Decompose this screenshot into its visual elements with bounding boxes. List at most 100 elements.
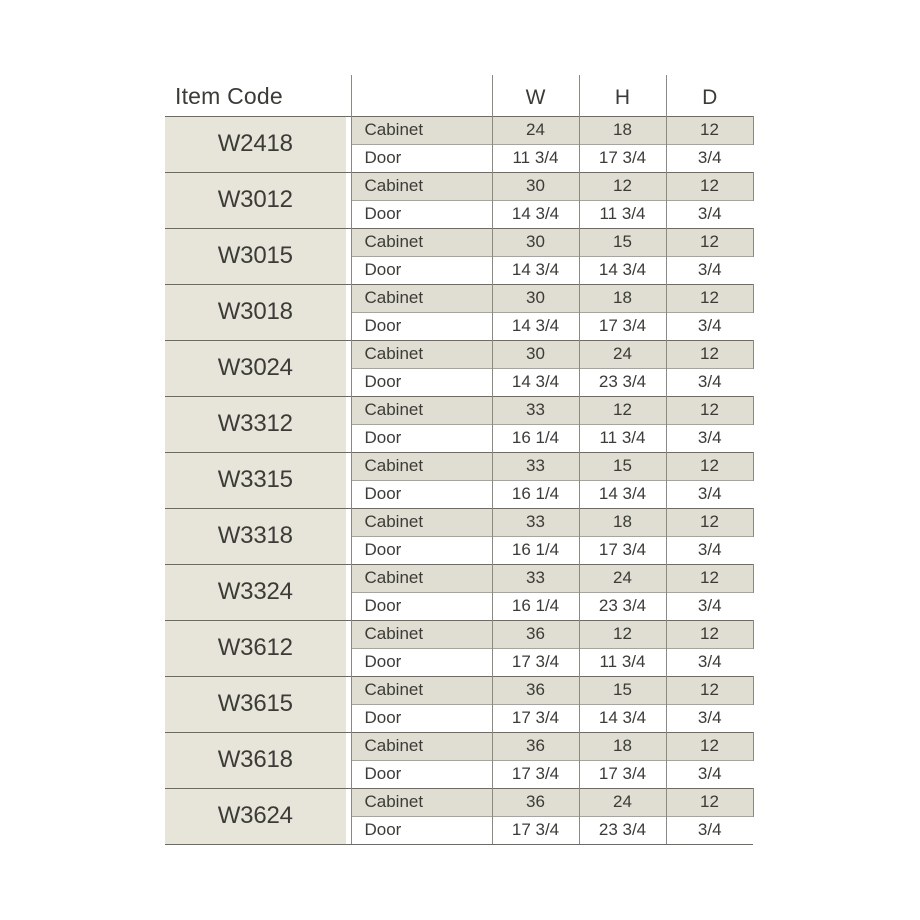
width-value-cabinet: 24 (491, 115, 579, 144)
width-value-door: 14 3/4 (491, 311, 579, 340)
row-type-label-door: Door (350, 759, 492, 788)
height-value-door: 14 3/4 (578, 479, 666, 508)
row-type-label-cabinet: Cabinet (350, 619, 492, 648)
spec-row-cabinet: W3024 Cabinet 30 24 12 (165, 339, 754, 396)
spec-table-body: W2418 Cabinet 24 18 12 Door 11 3/4 17 3/4 3/4 W30… (165, 115, 754, 845)
row-type-label-cabinet: Cabinet (350, 227, 492, 256)
row-type-label-door: Door (350, 255, 492, 284)
spec-row-door: Door 11 3/4 17 3/4 3/4 (165, 143, 753, 172)
depth-value-cabinet: 12 (665, 283, 754, 312)
height-value-cabinet: 15 (578, 451, 666, 480)
depth-value-cabinet: 12 (665, 339, 754, 368)
depth-value-door: 3/4 (665, 423, 753, 452)
width-value-cabinet: 30 (491, 339, 579, 368)
width-value-door: 14 3/4 (491, 367, 579, 396)
depth-value-door: 3/4 (665, 255, 753, 284)
spec-row-cabinet: W3612 Cabinet 36 12 12 (165, 619, 754, 676)
item-code-cell: W3024 (165, 339, 351, 396)
height-value-door: 14 3/4 (578, 703, 666, 732)
row-type-label-cabinet: Cabinet (350, 787, 492, 816)
width-value-cabinet: 36 (491, 619, 579, 648)
row-type-label-door: Door (350, 647, 492, 676)
item-code-cell: W2418 (165, 115, 351, 172)
item-code-cell: W3012 (165, 171, 351, 228)
row-type-label-door: Door (350, 311, 492, 340)
height-value-cabinet: 15 (578, 675, 666, 704)
height-value-door: 23 3/4 (578, 815, 666, 845)
spec-row-cabinet: W3624 Cabinet 36 24 12 (165, 787, 754, 845)
height-value-cabinet: 24 (578, 563, 666, 592)
width-column-header: W (491, 75, 579, 116)
spec-row-door: Door 17 3/4 14 3/4 3/4 (165, 703, 753, 732)
row-type-label-cabinet: Cabinet (350, 171, 492, 200)
depth-value-cabinet: 12 (665, 619, 754, 648)
spec-row-cabinet: W3615 Cabinet 36 15 12 (165, 675, 754, 732)
depth-column-header: D (665, 75, 753, 116)
spec-row-cabinet: W3324 Cabinet 33 24 12 (165, 563, 754, 620)
depth-value-door: 3/4 (665, 703, 753, 732)
depth-value-door: 3/4 (665, 759, 753, 788)
spec-row-door: Door 17 3/4 11 3/4 3/4 (165, 647, 753, 676)
row-type-label-cabinet: Cabinet (350, 563, 492, 592)
height-value-cabinet: 15 (578, 227, 666, 256)
width-value-door: 16 1/4 (491, 479, 579, 508)
depth-value-cabinet: 12 (665, 227, 754, 256)
spec-row-door: Door 16 1/4 23 3/4 3/4 (165, 591, 753, 620)
height-value-cabinet: 18 (578, 283, 666, 312)
item-code-cell: W3324 (165, 563, 351, 620)
spec-row-door: Door 17 3/4 17 3/4 3/4 (165, 759, 753, 788)
depth-value-door: 3/4 (665, 367, 753, 396)
height-value-door: 17 3/4 (578, 535, 666, 564)
depth-value-cabinet: 12 (665, 675, 754, 704)
width-value-cabinet: 36 (491, 731, 579, 760)
width-value-cabinet: 30 (491, 283, 579, 312)
width-value-door: 16 1/4 (491, 423, 579, 452)
spec-row-cabinet: W3315 Cabinet 33 15 12 (165, 451, 754, 508)
depth-value-door: 3/4 (665, 199, 753, 228)
spec-row-door: Door 14 3/4 23 3/4 3/4 (165, 367, 753, 396)
depth-value-cabinet: 12 (665, 507, 754, 536)
height-value-cabinet: 12 (578, 619, 666, 648)
depth-value-cabinet: 12 (665, 395, 754, 424)
height-value-cabinet: 24 (578, 787, 666, 816)
width-value-door: 17 3/4 (491, 759, 579, 788)
depth-value-cabinet: 12 (665, 451, 754, 480)
item-code-cell: W3315 (165, 451, 351, 508)
item-code-cell: W3015 (165, 227, 351, 284)
height-column-header: H (578, 75, 666, 116)
height-value-cabinet: 12 (578, 395, 666, 424)
item-code-cell: W3318 (165, 507, 351, 564)
row-type-label-cabinet: Cabinet (350, 339, 492, 368)
row-type-label-door: Door (350, 143, 492, 172)
width-value-cabinet: 33 (491, 451, 579, 480)
item-code-column-header: Item Code (175, 82, 283, 109)
cabinet-dimensions-table: Item Code W H D W2418 Cabinet 24 18 12 Door 11… (165, 75, 754, 845)
width-value-door: 17 3/4 (491, 703, 579, 732)
spec-row-cabinet: W3312 Cabinet 33 12 12 (165, 395, 754, 452)
width-value-cabinet: 30 (491, 171, 579, 200)
depth-value-door: 3/4 (665, 647, 753, 676)
width-value-door: 17 3/4 (491, 815, 579, 845)
height-value-door: 11 3/4 (578, 423, 666, 452)
item-code-cell: W3615 (165, 675, 351, 732)
spec-row-cabinet: W3318 Cabinet 33 18 12 (165, 507, 754, 564)
width-value-cabinet: 33 (491, 563, 579, 592)
item-code-cell: W3612 (165, 619, 351, 676)
height-value-door: 17 3/4 (578, 759, 666, 788)
depth-value-door: 3/4 (665, 479, 753, 508)
row-type-label-cabinet: Cabinet (350, 507, 492, 536)
width-value-door: 14 3/4 (491, 199, 579, 228)
row-type-label-cabinet: Cabinet (350, 395, 492, 424)
width-value-door: 16 1/4 (491, 535, 579, 564)
spec-row-door: Door 16 1/4 11 3/4 3/4 (165, 423, 753, 452)
height-value-cabinet: 18 (578, 507, 666, 536)
spec-row-cabinet: W3618 Cabinet 36 18 12 (165, 731, 754, 788)
row-type-label-door: Door (350, 535, 492, 564)
depth-value-cabinet: 12 (665, 563, 754, 592)
row-type-label-cabinet: Cabinet (350, 115, 492, 144)
spec-row-door: Door 17 3/4 23 3/4 3/4 (165, 815, 753, 845)
spec-row-door: Door 14 3/4 17 3/4 3/4 (165, 311, 753, 340)
height-value-door: 17 3/4 (578, 143, 666, 172)
width-value-cabinet: 36 (491, 787, 579, 816)
